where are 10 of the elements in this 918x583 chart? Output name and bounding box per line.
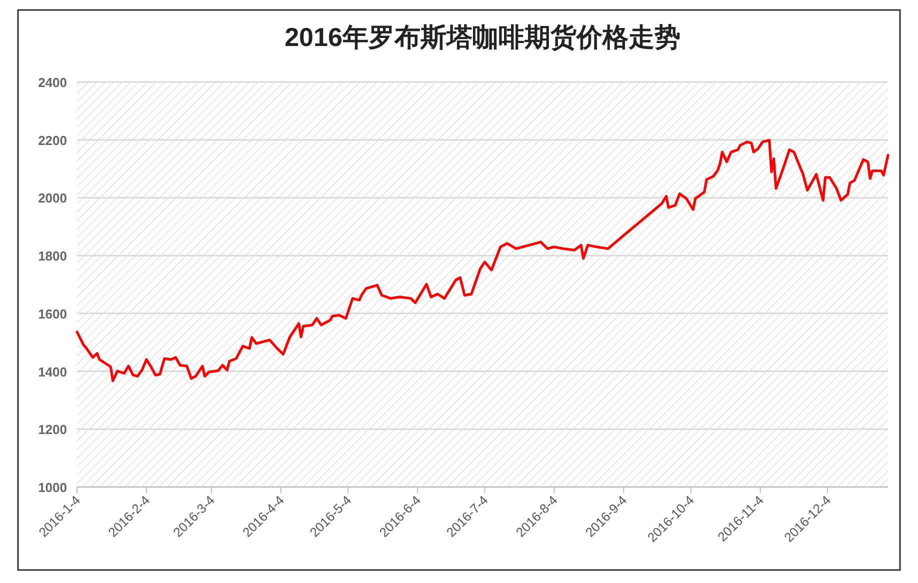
y-tick-label: 2200 [38, 132, 67, 148]
y-tick-label: 1800 [38, 248, 67, 264]
line-series [76, 138, 890, 382]
y-tick-label: 1200 [38, 422, 67, 438]
y-tick-label: 2000 [38, 190, 67, 206]
y-tick-label: 1400 [38, 364, 67, 380]
chart-title: 2016年罗布斯塔咖啡期货价格走势 [284, 22, 680, 52]
y-tick-label: 2400 [38, 75, 67, 90]
y-tick-label: 1600 [38, 306, 67, 322]
y-tick-label: 1000 [38, 480, 67, 495]
